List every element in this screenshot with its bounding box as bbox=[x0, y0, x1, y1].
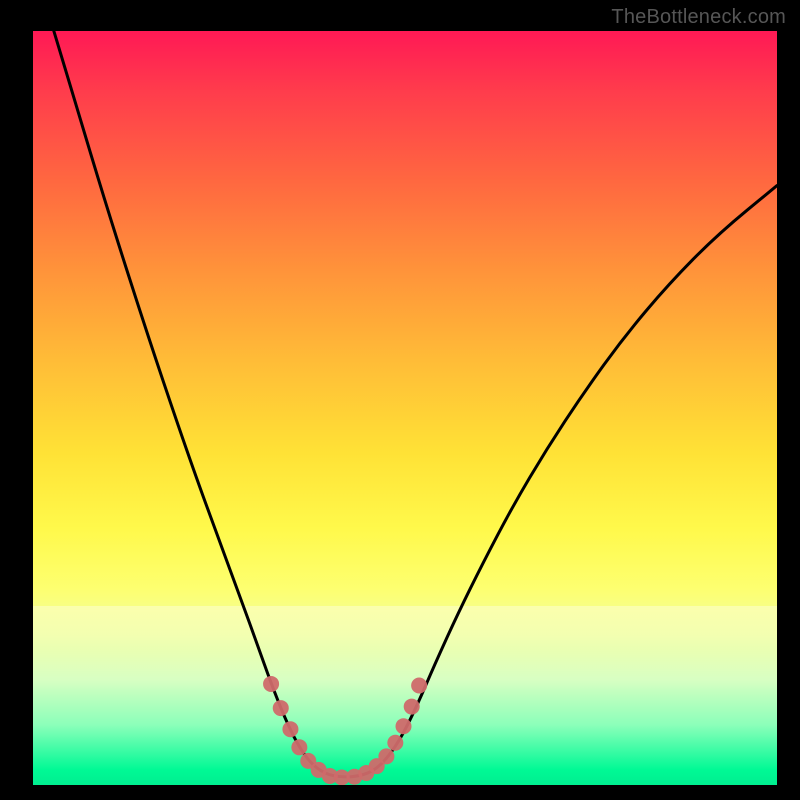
marker-dot bbox=[300, 753, 316, 769]
marker-dot bbox=[322, 768, 338, 784]
marker-dot bbox=[369, 758, 385, 774]
marker-dot bbox=[311, 762, 327, 778]
marker-dot bbox=[346, 769, 362, 785]
bottleneck-chart bbox=[33, 31, 777, 785]
marker-dot bbox=[358, 765, 374, 781]
watermark-text: TheBottleneck.com bbox=[611, 6, 786, 29]
marker-dot bbox=[334, 769, 350, 785]
sweet-spot-band bbox=[33, 606, 777, 754]
